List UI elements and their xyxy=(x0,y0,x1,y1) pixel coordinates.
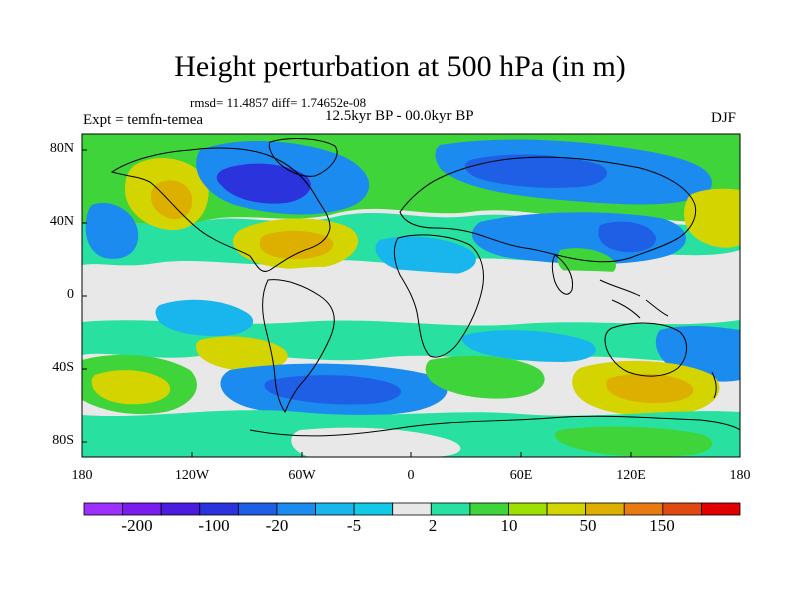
contour-sh-yellow-pacific xyxy=(195,336,288,372)
colorbar-swatch-15 xyxy=(662,502,702,516)
coast-greenland xyxy=(268,138,338,177)
contour-sh-green-atlantic xyxy=(425,355,545,399)
contour-tropical-neutral-belt xyxy=(82,266,740,326)
axis-ticks xyxy=(81,149,741,457)
colorbar-swatch-9 xyxy=(430,502,471,516)
colorbar-swatch-8 xyxy=(392,502,432,516)
coast-new-zealand xyxy=(711,371,717,399)
lon-label-180e: 180 xyxy=(729,468,751,483)
colorbar-label-minus-100: -100 xyxy=(198,516,230,535)
coastlines xyxy=(110,138,740,437)
colorbar-swatch-10 xyxy=(469,502,509,516)
contour-sh-yellow-west xyxy=(91,370,171,405)
colorbar-swatch-6 xyxy=(315,502,355,516)
colorbar-label-2: 2 xyxy=(428,516,438,535)
contour-eurasia-deep-blue xyxy=(464,154,608,188)
stats-text: rmsd= 11.4857 diff= 1.74652e-08 xyxy=(190,95,367,110)
experiment-label: Expt = temfn-temea xyxy=(83,112,204,128)
colorbar-label-10: 10 xyxy=(500,516,518,535)
colorbar-label-minus-200: -200 xyxy=(121,516,153,535)
lon-label-120w: 120W xyxy=(174,468,210,483)
lon-label-0: 0 xyxy=(407,468,415,483)
colorbar-swatch-13 xyxy=(585,502,625,516)
colorbar-swatch-7 xyxy=(353,502,394,516)
contour-sh-gold-indian xyxy=(606,373,694,404)
contour-sh-deep-blue xyxy=(264,375,401,405)
contour-antarctic-green xyxy=(555,426,713,457)
period-text: 12.5kyr BP - 00.0kyr BP xyxy=(325,108,474,124)
contour-tropics-light-blue xyxy=(375,236,476,277)
colorbar-label-minus-20: -20 xyxy=(265,516,289,535)
colorbar-swatch-12 xyxy=(546,502,587,516)
coast-antarctica xyxy=(249,415,740,437)
colorbar-swatch-1 xyxy=(122,502,162,516)
lon-label-60w: 60W xyxy=(288,468,316,483)
coast-maritime-se-asia xyxy=(599,279,669,319)
contour-sh-light-blue-mid xyxy=(461,330,596,362)
colorbar-swatch-3 xyxy=(199,502,239,516)
lon-label-180w: 180 xyxy=(71,468,93,483)
colorbar-swatch-4 xyxy=(237,502,278,516)
contour-atlantic-gold xyxy=(259,230,334,260)
lat-label-40s: 40S xyxy=(52,360,74,375)
colorbar-swatch-11 xyxy=(508,502,548,516)
colorbar-swatch-14 xyxy=(623,502,664,516)
colorbar-swatch-2 xyxy=(160,502,201,516)
coast-europe-asia xyxy=(399,156,697,263)
colorbar-swatch-0 xyxy=(83,502,123,516)
coast-africa xyxy=(393,234,484,358)
coast-north-america xyxy=(110,147,331,272)
lat-label-40n: 40N xyxy=(49,214,74,229)
contour-japan-deep-blue xyxy=(598,221,656,253)
colorbar-swatch-5 xyxy=(276,502,316,516)
lat-label-80n: 80N xyxy=(49,141,74,156)
lat-label-80s: 80S xyxy=(52,433,74,448)
coast-south-america xyxy=(262,279,335,414)
colorbar-swatch-16 xyxy=(701,502,741,516)
lon-label-60e: 60E xyxy=(509,468,533,483)
contour-pacific-west-blue xyxy=(85,203,139,259)
contour-sh-light-blue-west xyxy=(155,299,254,337)
coast-australia xyxy=(604,322,687,377)
contour-nh-gold-west xyxy=(150,180,193,220)
lat-label-0: 0 xyxy=(67,287,74,302)
colorbar-label-150: 150 xyxy=(649,516,675,535)
colorbar-label-minus-5: -5 xyxy=(346,516,362,535)
colorbar xyxy=(83,502,741,516)
contour-canada-deep-blue xyxy=(216,163,311,204)
contour-pacific-yellow xyxy=(684,188,740,248)
season-label: DJF xyxy=(711,110,737,126)
contour-field xyxy=(82,134,740,457)
colorbar-label-50: 50 xyxy=(579,516,597,535)
coast-india xyxy=(551,254,574,295)
map-title: Height perturbation at 500 hPa (in m) xyxy=(174,50,626,83)
lon-label-120e: 120E xyxy=(616,468,646,483)
